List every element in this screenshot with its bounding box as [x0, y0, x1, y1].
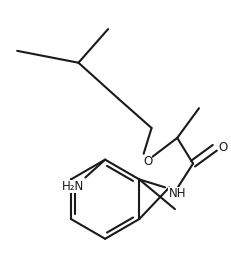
Text: H₂N: H₂N — [61, 180, 84, 193]
Text: O: O — [143, 155, 152, 168]
Text: NH: NH — [168, 187, 186, 200]
Text: O: O — [218, 141, 227, 154]
